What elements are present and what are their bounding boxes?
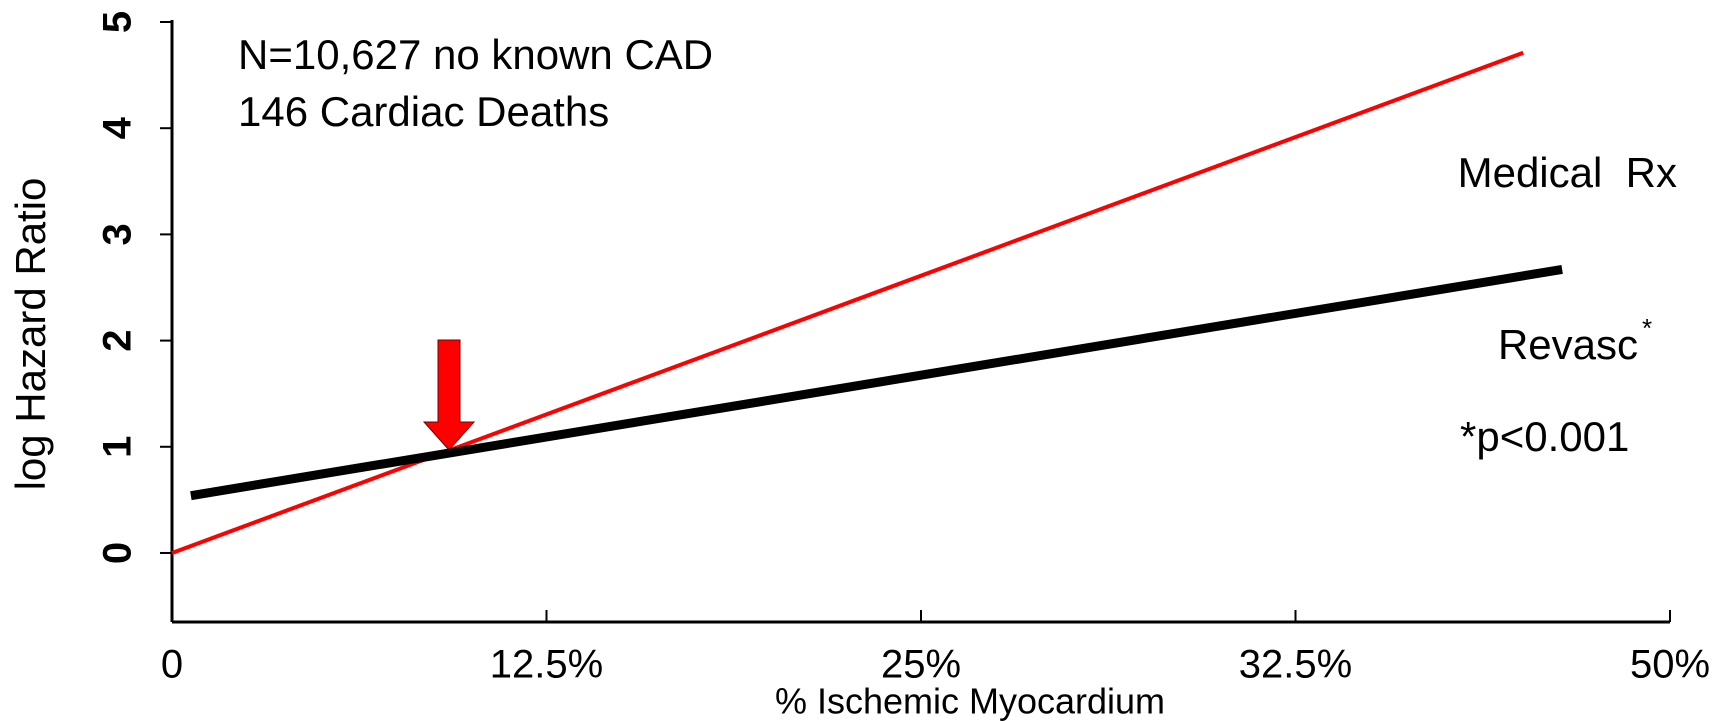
x-tick-label: 12.5% <box>490 643 603 687</box>
annotation: N=10,627 no known CAD <box>238 31 713 78</box>
x-tick-label: 50% <box>1630 643 1710 687</box>
y-tick-label: 3 <box>96 223 140 245</box>
y-tick-label: 1 <box>96 436 140 458</box>
y-axis-label: log Hazard Ratio <box>7 178 54 491</box>
annotation: 146 Cardiac Deaths <box>238 88 609 135</box>
annotation: *p<0.001 <box>1460 413 1629 460</box>
y-tick-label: 0 <box>96 542 140 564</box>
series-label: Revasc <box>1498 321 1638 368</box>
y-tick-label: 4 <box>96 116 140 139</box>
series-line <box>190 264 1563 501</box>
y-tick-label: 5 <box>96 11 140 33</box>
x-tick-label: 0 <box>161 643 183 687</box>
series-line <box>171 50 1524 555</box>
series-label: Medical Rx <box>1458 149 1677 196</box>
annotation: * <box>1642 313 1652 343</box>
x-tick-label: 25% <box>881 643 961 687</box>
y-tick-label: 2 <box>96 329 140 351</box>
arrow <box>422 339 476 451</box>
x-axis-label: % Ischemic Myocardium <box>775 681 1165 721</box>
x-tick-label: 32.5% <box>1239 643 1352 687</box>
